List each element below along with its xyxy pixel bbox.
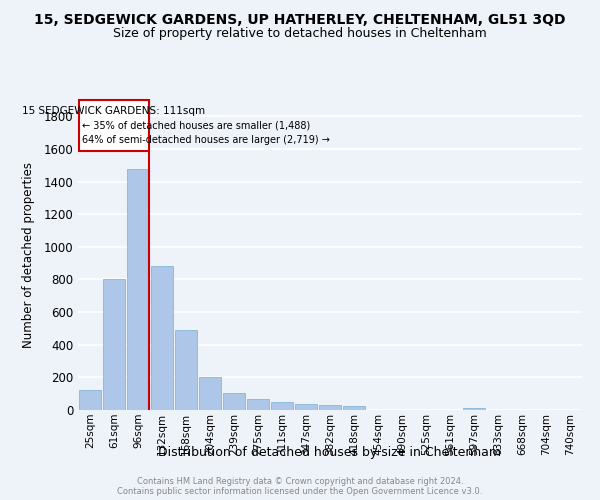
Text: Contains HM Land Registry data © Crown copyright and database right 2024.: Contains HM Land Registry data © Crown c… (137, 476, 463, 486)
Bar (247, 398, 269, 410)
Bar (151, 266, 173, 410)
Bar (223, 393, 245, 410)
Bar (463, 408, 485, 410)
Text: Contains public sector information licensed under the Open Government Licence v3: Contains public sector information licen… (118, 486, 482, 496)
Bar (319, 405, 341, 410)
Text: 15 SEDGEWICK GARDENS: 111sqm: 15 SEDGEWICK GARDENS: 111sqm (22, 106, 206, 116)
Text: 15, SEDGEWICK GARDENS, UP HATHERLEY, CHELTENHAM, GL51 3QD: 15, SEDGEWICK GARDENS, UP HATHERLEY, CHE… (34, 12, 566, 26)
Bar (271, 402, 293, 410)
Bar (199, 376, 221, 410)
FancyBboxPatch shape (79, 100, 149, 150)
Bar (127, 168, 149, 410)
Y-axis label: Number of detached properties: Number of detached properties (22, 162, 35, 348)
Text: ← 35% of detached houses are smaller (1,488): ← 35% of detached houses are smaller (1,… (82, 120, 310, 130)
Bar (103, 280, 125, 410)
Text: Size of property relative to detached houses in Cheltenham: Size of property relative to detached ho… (113, 28, 487, 40)
Bar (175, 330, 197, 410)
Bar (295, 404, 317, 410)
Bar (343, 406, 365, 410)
Bar (79, 390, 101, 410)
Text: Distribution of detached houses by size in Cheltenham: Distribution of detached houses by size … (158, 446, 502, 459)
Text: 64% of semi-detached houses are larger (2,719) →: 64% of semi-detached houses are larger (… (82, 136, 329, 145)
